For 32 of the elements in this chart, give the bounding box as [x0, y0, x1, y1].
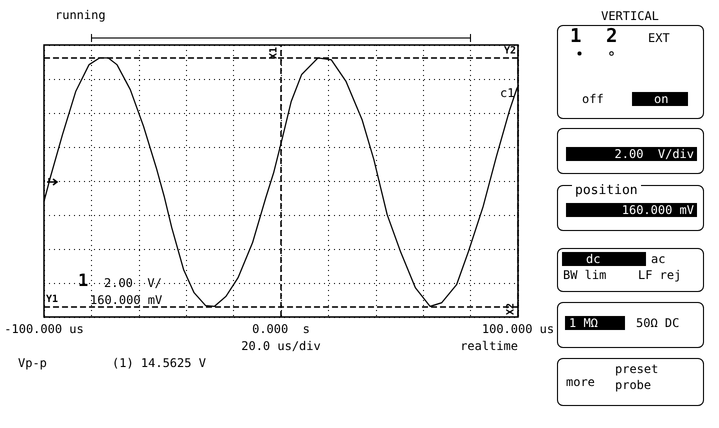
text: 160.000 mV: [566, 203, 697, 217]
text: 50Ω DC: [636, 316, 680, 330]
annotation: c1: [500, 86, 514, 100]
text: more: [566, 375, 595, 389]
annotation: 160.000 mV: [90, 293, 162, 307]
text: 1: [570, 25, 582, 47]
annotation: 2.00 V/: [104, 276, 162, 290]
text: preset: [615, 362, 658, 376]
text: (1) 14.5625 V: [112, 356, 206, 370]
text: 1 MΩ: [565, 316, 625, 330]
text: Vp-p: [18, 356, 47, 370]
text: BW lim: [563, 268, 606, 282]
text: position: [572, 183, 641, 198]
text: realtime: [460, 339, 518, 353]
text: LF rej: [638, 268, 682, 282]
text: 2.00 V/div: [566, 147, 697, 161]
annotation: 1: [78, 271, 88, 291]
text: dc: [562, 252, 646, 266]
text: VERTICAL: [601, 9, 659, 23]
text: 20.0 us/div: [241, 339, 321, 353]
text: ac: [651, 252, 666, 266]
text: running: [55, 8, 106, 22]
ref-line-label: Y2: [504, 45, 516, 56]
text: 2: [606, 25, 618, 47]
text: on: [632, 92, 688, 106]
text: probe: [615, 378, 652, 392]
x-tick-label: 0.000 s: [252, 322, 310, 336]
ref-line-label: Y1: [46, 294, 58, 306]
x-tick-label: 100.000 us: [482, 322, 554, 336]
x-tick-label: -100.000 us: [4, 322, 84, 336]
text: off: [582, 92, 604, 106]
text: EXT: [648, 31, 670, 45]
